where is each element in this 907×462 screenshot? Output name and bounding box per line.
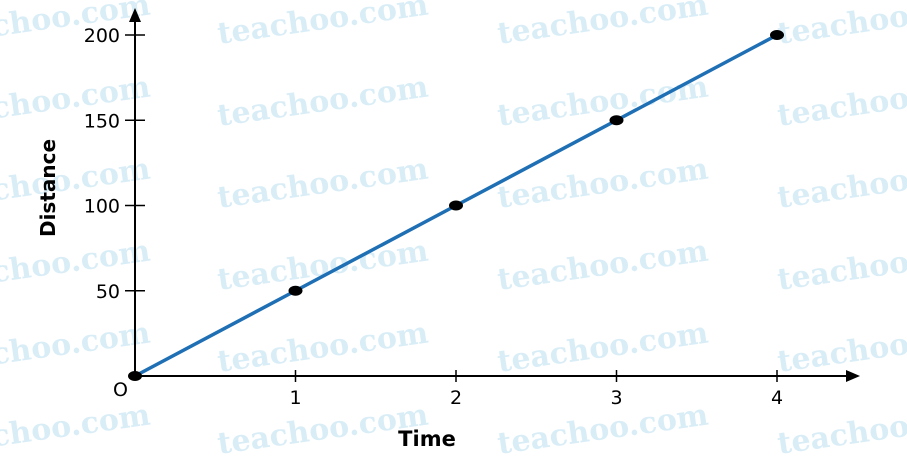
watermark-text: teachoo.com <box>0 0 153 52</box>
watermark-text: teachoo.com <box>0 398 153 462</box>
watermark-text: teachoo.com <box>775 0 907 52</box>
watermark-text: teachoo.com <box>775 152 907 216</box>
data-point <box>288 285 303 296</box>
watermark-text: teachoo.com <box>495 234 710 298</box>
x-axis-title: Time <box>398 427 456 451</box>
y-axis-title: Distance <box>36 139 60 237</box>
y-axis-arrow <box>129 8 141 22</box>
data-point <box>449 200 463 211</box>
data-point <box>609 115 624 126</box>
y-tick-label: 200 <box>84 25 120 47</box>
watermark-text: teachoo.com <box>215 234 430 298</box>
watermark-text: teachoo.com <box>215 0 430 52</box>
watermark-text: teachoo.com <box>775 316 907 380</box>
series-distance <box>128 30 784 381</box>
y-tick-label: 100 <box>84 196 120 218</box>
watermark-text: teachoo.com <box>215 152 430 216</box>
y-tick-label: 50 <box>96 281 120 303</box>
watermark-text: teachoo.com <box>0 70 153 134</box>
watermark-text: teachoo.com <box>495 152 710 216</box>
y-tick-label: 150 <box>84 110 120 132</box>
watermark-text: teachoo.com <box>215 70 430 134</box>
watermark-text: teachoo.com <box>775 398 907 462</box>
x-tick-label: 1 <box>289 387 301 409</box>
origin-label: O <box>113 379 128 401</box>
data-point <box>128 371 142 381</box>
watermark-text: teachoo.com <box>0 316 153 380</box>
x-axis-arrow <box>846 370 860 382</box>
watermark-text: teachoo.com <box>775 70 907 134</box>
watermark-text: teachoo.com <box>495 316 710 380</box>
y-ticks: 50 100 150 200 <box>84 25 145 303</box>
watermark-text: teachoo.com <box>215 316 430 380</box>
watermark-text: teachoo.com <box>495 398 710 462</box>
x-tick-label: 2 <box>450 387 462 409</box>
x-tick-label: 4 <box>771 387 783 409</box>
watermark-text: teachoo.com <box>495 70 710 134</box>
x-tick-label: 3 <box>610 387 622 409</box>
data-point <box>770 30 784 40</box>
watermark-text: teachoo.com <box>775 234 907 298</box>
x-ticks: 1 2 3 4 <box>289 370 783 409</box>
watermark-text: teachoo.com <box>495 0 710 52</box>
watermark-text: teachoo.com <box>0 234 153 298</box>
